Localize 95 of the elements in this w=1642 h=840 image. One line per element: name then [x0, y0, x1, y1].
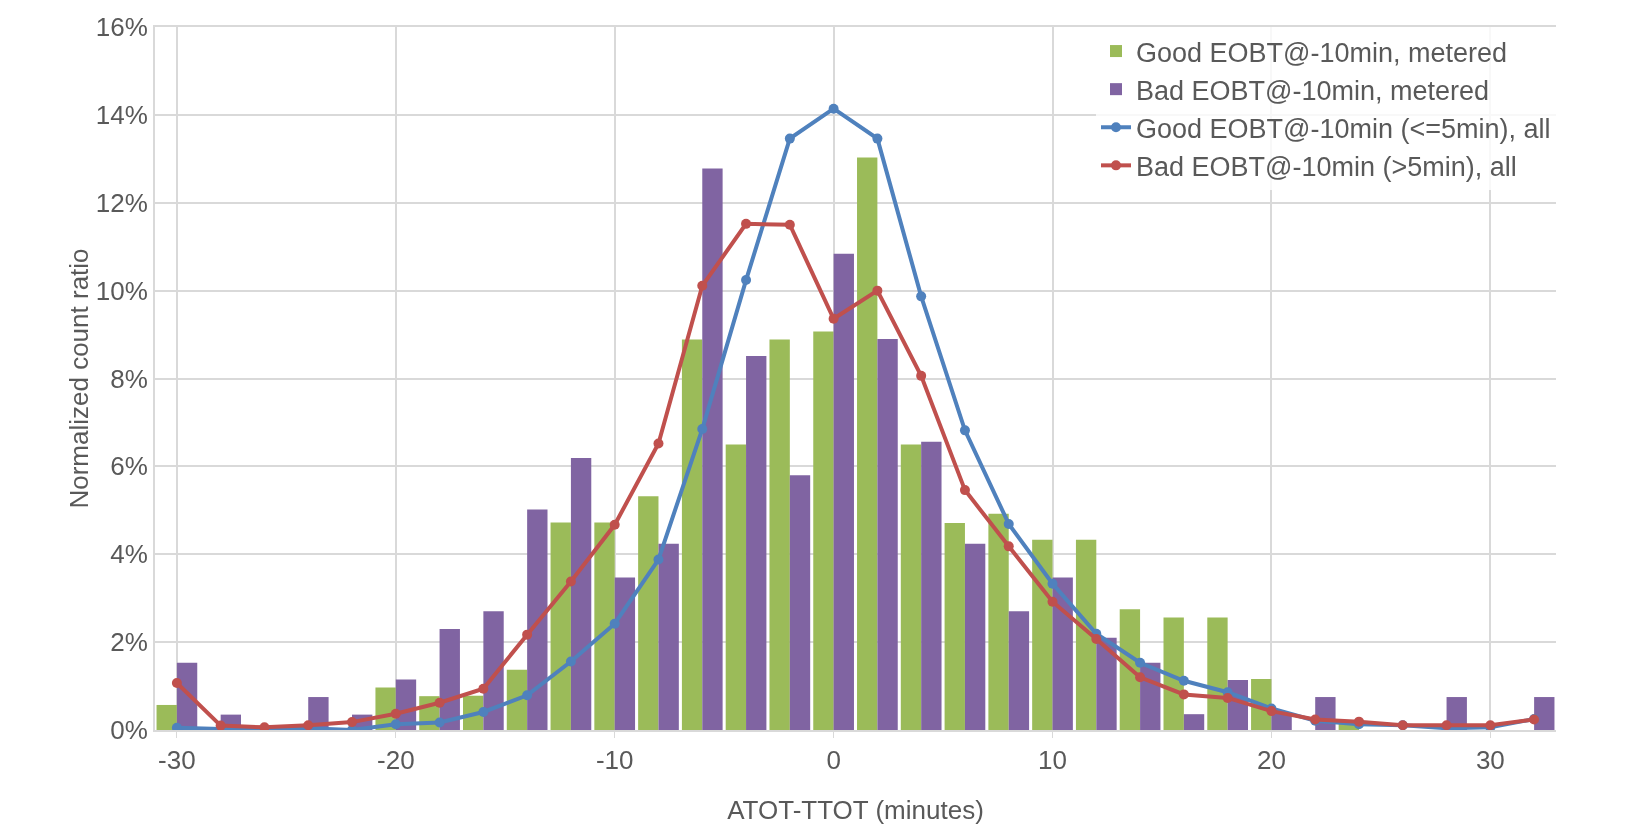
point — [1178, 689, 1189, 700]
point — [565, 576, 576, 587]
legend-label: Good EOBT@-10min (<=5min), all — [1136, 113, 1551, 144]
point — [784, 219, 795, 230]
bar — [746, 356, 767, 730]
bar — [658, 543, 679, 730]
point — [390, 708, 401, 719]
point — [872, 285, 883, 296]
x-tick-label: -30 — [158, 745, 196, 776]
bar — [833, 253, 854, 730]
point — [697, 280, 708, 291]
bar — [550, 522, 571, 730]
point — [653, 438, 664, 449]
x-tick-label: 10 — [1038, 745, 1067, 776]
point — [171, 722, 182, 730]
y-axis-title: Normalized count ratio — [63, 248, 94, 509]
point — [828, 313, 839, 324]
y-tick-label: 10% — [95, 275, 148, 306]
bar — [964, 543, 986, 730]
bar — [988, 513, 1009, 730]
bar — [789, 475, 811, 730]
point — [434, 697, 445, 708]
point — [741, 218, 752, 229]
point — [916, 291, 927, 302]
bar — [638, 496, 659, 730]
point — [390, 719, 401, 730]
point — [478, 683, 489, 694]
point — [741, 275, 752, 286]
y-tick-label: 0% — [110, 715, 148, 746]
point — [959, 425, 970, 436]
legend-label: Bad EOBT@-10min, metered — [1136, 75, 1490, 106]
bar — [877, 338, 898, 730]
point — [1178, 675, 1189, 686]
point — [1047, 578, 1058, 589]
bar — [1032, 539, 1053, 730]
bar — [813, 331, 834, 730]
point — [1222, 692, 1233, 703]
bar — [527, 509, 548, 730]
point — [1047, 596, 1058, 607]
bar — [570, 458, 592, 730]
bar — [702, 168, 723, 730]
x-tick-label: 20 — [1256, 745, 1286, 776]
point — [434, 717, 445, 728]
bar — [1052, 577, 1073, 730]
point — [697, 424, 708, 435]
point — [609, 618, 620, 629]
bar — [921, 441, 942, 730]
bar — [681, 339, 703, 730]
bar — [594, 522, 615, 730]
point — [1091, 634, 1102, 645]
point — [828, 103, 839, 114]
point — [1003, 541, 1014, 552]
point — [959, 485, 970, 496]
point — [171, 677, 182, 688]
legend-label: Good EOBT@-10min, metered — [1136, 37, 1508, 68]
point — [565, 656, 576, 667]
bar — [1183, 714, 1205, 730]
bar — [1075, 539, 1097, 730]
bar — [156, 704, 177, 730]
point — [653, 554, 664, 565]
point — [1135, 672, 1146, 683]
x-tick-label: 0 — [826, 745, 841, 776]
point — [215, 720, 226, 730]
y-tick-label: 14% — [95, 99, 148, 130]
y-tick-label: 4% — [110, 539, 148, 570]
x-tick-label: -20 — [377, 745, 415, 776]
bar — [614, 577, 636, 730]
y-tick-label: 6% — [110, 451, 148, 482]
bar — [1207, 617, 1228, 730]
bar — [857, 157, 878, 730]
bar — [769, 339, 790, 730]
y-tick-label: 16% — [95, 12, 148, 43]
y-tick-label: 2% — [110, 627, 148, 658]
x-axis-title: ATOT-TTOT (minutes) — [727, 795, 984, 825]
x-tick-label: 30 — [1475, 745, 1505, 776]
bar — [1008, 611, 1030, 730]
bar — [944, 523, 965, 730]
y-tick-label: 8% — [110, 363, 148, 394]
point — [916, 370, 927, 381]
point — [522, 629, 533, 640]
x-tick-label: -10 — [595, 745, 634, 776]
bar — [725, 444, 747, 730]
bar — [1534, 697, 1555, 730]
point — [522, 690, 533, 701]
bar — [1096, 637, 1117, 730]
point — [478, 706, 489, 717]
point — [784, 133, 795, 144]
point — [1135, 657, 1146, 668]
point — [1003, 518, 1014, 529]
y-tick-label: 12% — [95, 187, 148, 218]
point — [609, 519, 620, 530]
legend-label: Bad EOBT@-10min (>5min), all — [1136, 151, 1517, 182]
point — [872, 133, 883, 144]
bar — [900, 444, 922, 730]
point — [347, 717, 358, 728]
